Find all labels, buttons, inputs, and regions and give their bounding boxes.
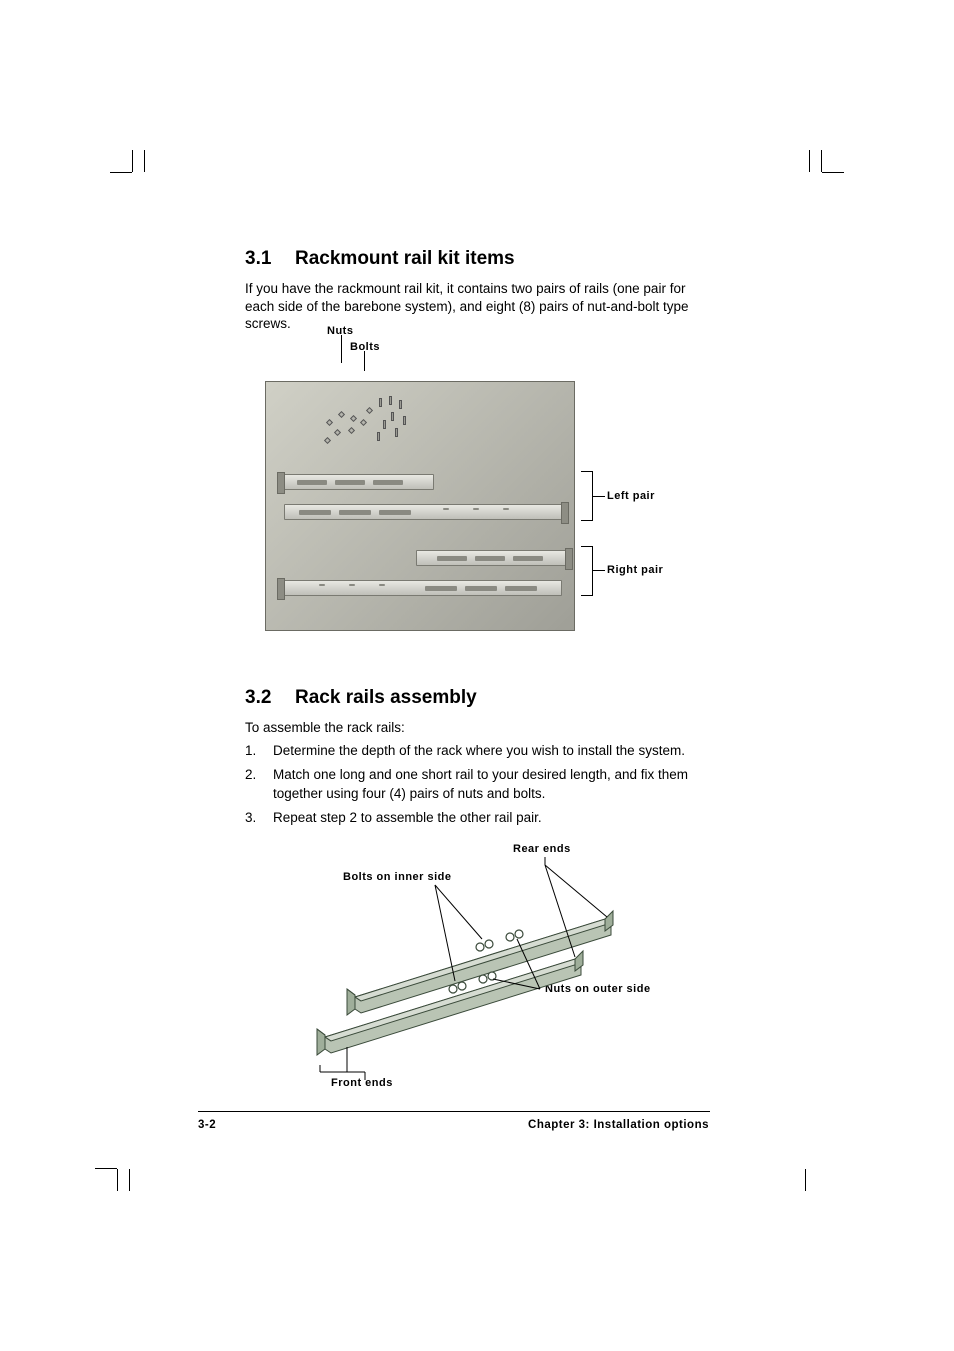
section-3-1-heading: Rackmount rail kit items [295, 248, 515, 269]
rail-left-long [284, 504, 562, 520]
bolts-callout: Bolts [350, 337, 380, 355]
right-pair-label: Right pair [607, 564, 663, 576]
chapter-label: Chapter 3: Installation options [528, 1119, 709, 1131]
section-3-2-heading: Rack rails assembly [295, 687, 477, 708]
assembly-steps: 1.Determine the depth of the rack where … [245, 742, 707, 827]
rail-right-long [284, 580, 562, 596]
rail-right-short [416, 550, 566, 566]
section-3-2-intro: To assemble the rack rails: [245, 719, 707, 737]
rail-left-short [284, 474, 434, 490]
step-3: 3.Repeat step 2 to assemble the other ra… [245, 809, 707, 827]
rail-assembly-diagram [285, 847, 665, 1097]
right-pair-leader [593, 570, 605, 571]
section-3-1-body: If you have the rackmount rail kit, it c… [245, 280, 707, 333]
section-3-1-number: 3.1 [245, 248, 295, 270]
crop-mark-bottom-right [805, 1169, 806, 1191]
page-number: 3-2 [198, 1119, 216, 1131]
left-pair-label: Left pair [607, 490, 655, 502]
left-pair-bracket [581, 471, 593, 521]
figure-rail-kit-items: Nuts Bolts [245, 351, 707, 651]
section-3-2-title: 3.2Rack rails assembly [245, 687, 707, 709]
bolts-label: Bolts [350, 341, 380, 353]
footer-rule [198, 1111, 710, 1112]
section-3-1-title: 3.1Rackmount rail kit items [245, 248, 707, 270]
step-1: 1.Determine the depth of the rack where … [245, 742, 707, 760]
rail-kit-photo [265, 381, 575, 631]
right-pair-bracket [581, 546, 593, 596]
page-content: 3.1Rackmount rail kit items If you have … [245, 248, 707, 1107]
section-3-2-number: 3.2 [245, 687, 295, 709]
step-2: 2.Match one long and one short rail to y… [245, 766, 707, 802]
figure-rail-assembly: Rear ends Bolts on inner side Nuts on ou… [245, 847, 707, 1107]
left-pair-leader [593, 496, 605, 497]
nuts-bolts-area [321, 390, 441, 450]
